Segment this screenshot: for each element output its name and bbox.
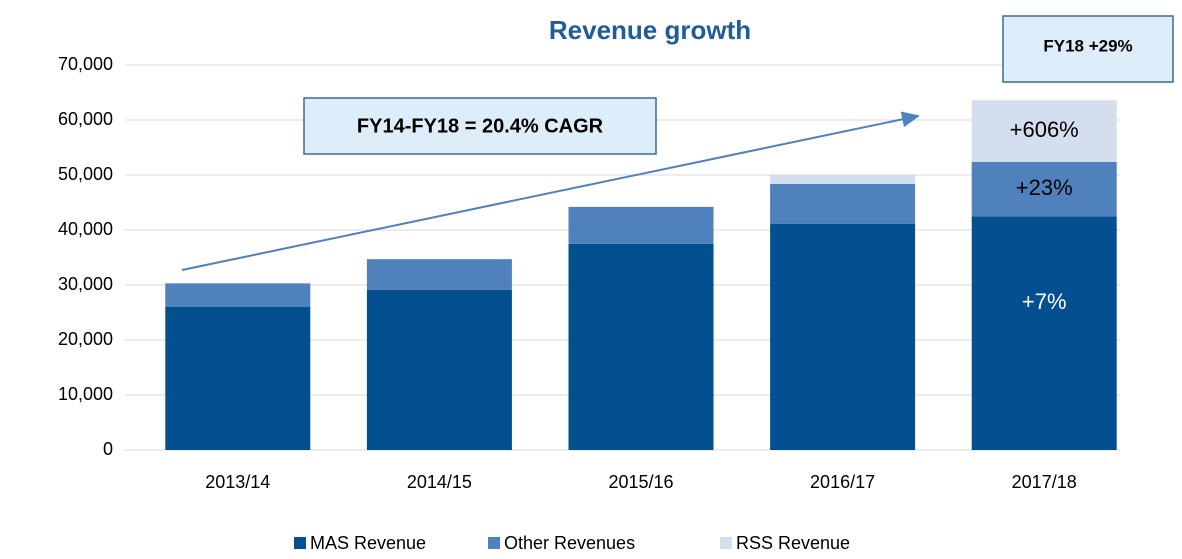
bar-segment [568, 243, 714, 450]
legend-swatch [294, 537, 306, 549]
bar-segment [971, 216, 1117, 450]
bar-segment [770, 223, 916, 450]
annotation-box [1002, 15, 1174, 83]
annotation: FY14-FY18 = 20.4% CAGR [357, 115, 604, 137]
annotation: FY18 +29% [1043, 36, 1132, 55]
y-tick-label: 70,000 [58, 54, 113, 74]
x-tick-label: 2013/14 [205, 472, 270, 492]
cagr-arrow [181, 111, 920, 271]
legend-label: MAS Revenue [310, 533, 426, 553]
segment-annotation: +23% [1016, 175, 1073, 200]
y-tick-label: 10,000 [58, 384, 113, 404]
x-tick-label: 2016/17 [810, 472, 875, 492]
y-tick-label: 0 [103, 439, 113, 459]
bar-segment [971, 161, 1117, 217]
x-tick-label: 2017/18 [1012, 472, 1077, 492]
bar-segment [366, 259, 512, 290]
bar-segment [165, 307, 311, 450]
legend-label: Other Revenues [504, 533, 635, 553]
x-tick-label: 2014/15 [407, 472, 472, 492]
legend-label: RSS Revenue [736, 533, 850, 553]
segment-annotation: +7% [1022, 289, 1067, 314]
bar-segment [971, 100, 1117, 162]
y-tick-label: 40,000 [58, 219, 113, 239]
y-tick-label: 60,000 [58, 109, 113, 129]
segment-annotation: +606% [1010, 117, 1079, 142]
y-tick-label: 50,000 [58, 164, 113, 184]
bar-segment [568, 206, 714, 244]
chart-title: Revenue growth [549, 15, 751, 45]
bar-segment [165, 283, 311, 307]
bar-segment [770, 175, 916, 184]
x-tick-label: 2015/16 [608, 472, 673, 492]
annotation-box [303, 97, 657, 155]
y-tick-label: 30,000 [58, 274, 113, 294]
y-tick-label: 20,000 [58, 329, 113, 349]
legend-swatch [720, 537, 732, 549]
bar-segment [770, 183, 916, 224]
bar-segment [366, 289, 512, 450]
legend-swatch [488, 537, 500, 549]
